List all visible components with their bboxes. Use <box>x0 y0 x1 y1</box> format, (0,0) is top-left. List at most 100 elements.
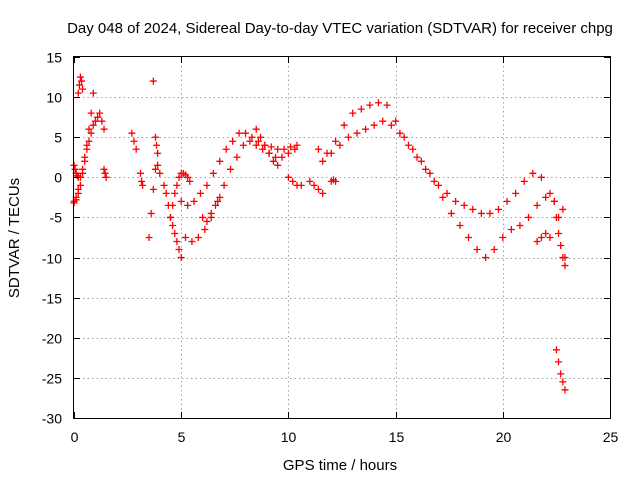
data-point <box>452 197 460 205</box>
data-point <box>154 149 162 157</box>
data-point <box>314 185 322 193</box>
data-point <box>516 221 524 229</box>
data-point <box>349 109 357 117</box>
data-point <box>151 165 159 173</box>
data-point <box>557 370 565 378</box>
data-point <box>261 141 269 149</box>
x-tick-label: 25 <box>603 429 619 445</box>
data-point <box>173 238 181 246</box>
x-tick-label: 20 <box>496 429 512 445</box>
data-point <box>272 153 280 161</box>
grid <box>74 57 610 418</box>
data-point <box>439 193 447 201</box>
data-point <box>79 85 87 93</box>
data-points <box>70 73 569 394</box>
data-point <box>417 157 425 165</box>
series-arc-p <box>252 125 282 169</box>
data-point <box>456 221 464 229</box>
series-arc-t <box>319 117 567 262</box>
data-point <box>443 189 451 197</box>
data-point <box>486 209 494 217</box>
data-point <box>327 149 335 157</box>
data-point <box>559 254 567 262</box>
series-arc-c <box>74 73 87 97</box>
data-point <box>254 137 262 145</box>
data-point <box>306 177 314 185</box>
data-point <box>383 101 391 109</box>
data-point <box>81 157 89 165</box>
data-point <box>447 209 455 217</box>
data-point <box>291 145 299 153</box>
data-point <box>71 165 79 173</box>
data-point <box>246 137 254 145</box>
data-point <box>177 254 185 262</box>
data-point <box>166 213 174 221</box>
data-point <box>136 169 144 177</box>
data-point <box>392 117 400 125</box>
data-point <box>87 129 95 137</box>
y-tick-label: -10 <box>42 251 62 267</box>
series-arc-e <box>100 165 110 181</box>
data-point <box>555 229 563 237</box>
data-point <box>151 133 159 141</box>
series-arc-o <box>199 193 224 225</box>
data-point <box>85 125 93 133</box>
data-point <box>374 99 382 107</box>
data-point <box>87 109 95 117</box>
axis-ticks: 0 5 10 15 20 25 15 10 5 0 -5 -10 -15 -20 -25 -30 <box>42 50 619 446</box>
data-point <box>181 234 189 241</box>
data-point <box>529 169 537 177</box>
y-axis-label: SDTVAR / TECUs <box>6 178 23 298</box>
data-point <box>128 129 136 137</box>
data-point <box>100 165 108 173</box>
data-point <box>259 145 267 153</box>
data-point <box>482 254 490 262</box>
data-point <box>503 197 511 205</box>
data-point <box>139 181 147 189</box>
x-tick-label: 0 <box>71 429 79 445</box>
data-point <box>400 133 408 141</box>
data-point <box>555 358 563 366</box>
data-point <box>265 149 273 157</box>
data-point <box>156 169 164 177</box>
data-point <box>520 177 528 185</box>
data-point <box>130 137 138 145</box>
data-point <box>76 181 84 189</box>
data-point <box>357 105 365 113</box>
data-point <box>154 161 162 169</box>
data-point <box>222 145 230 153</box>
data-point <box>207 209 215 217</box>
data-point <box>537 173 545 181</box>
data-point <box>274 145 282 153</box>
data-point <box>199 213 207 221</box>
data-point <box>314 145 322 153</box>
data-point <box>557 242 565 250</box>
y-tick-label: -5 <box>50 210 63 226</box>
series-arc-q <box>284 173 305 189</box>
data-point <box>336 141 344 149</box>
data-point <box>194 234 202 241</box>
data-point <box>239 141 247 149</box>
data-point <box>561 262 569 270</box>
y-tick-label: -20 <box>42 331 62 347</box>
data-point <box>169 201 177 209</box>
series-arc-s <box>314 99 569 262</box>
data-point <box>173 181 181 189</box>
data-point <box>203 217 211 225</box>
data-point <box>344 133 352 141</box>
data-point <box>362 125 370 133</box>
data-point <box>74 189 82 197</box>
data-point <box>196 189 204 197</box>
data-point <box>184 173 192 181</box>
data-point <box>83 141 91 149</box>
x-tick-label: 5 <box>178 429 186 445</box>
data-point <box>495 205 503 213</box>
data-point <box>96 109 104 117</box>
chart-title: Day 048 of 2024, Sidereal Day-to-day VTE… <box>67 20 613 37</box>
data-point <box>278 153 286 161</box>
data-point <box>319 189 327 197</box>
data-point <box>297 181 305 189</box>
series-arc-a <box>70 109 108 205</box>
